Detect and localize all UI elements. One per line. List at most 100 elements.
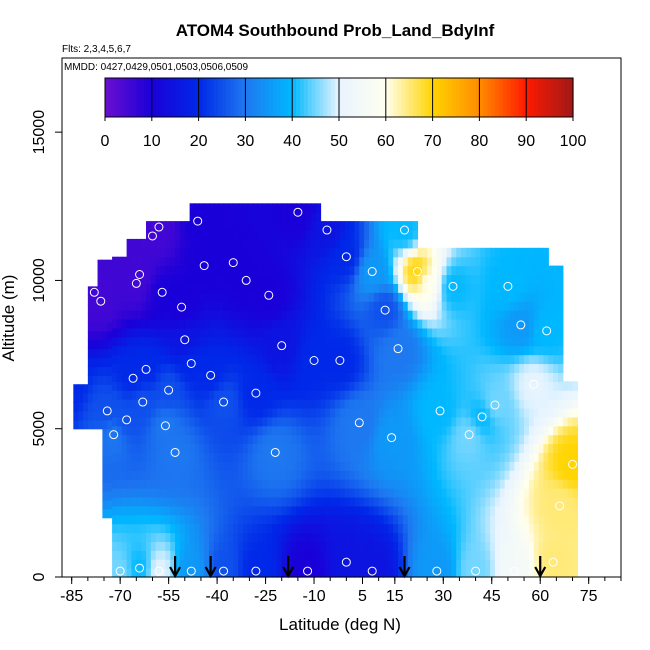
heatmap-cell [446, 265, 452, 276]
heatmap-cell [422, 256, 428, 267]
heatmap-cell [470, 265, 477, 276]
heatmap-cell [485, 292, 491, 302]
heatmap-cell [344, 523, 351, 534]
heatmap-cell [305, 318, 312, 329]
heatmap-cell [368, 301, 375, 311]
heatmap-cell [543, 568, 549, 578]
heatmap-cell [499, 247, 506, 258]
heatmap-cell [441, 310, 448, 320]
heatmap-cell [354, 568, 360, 578]
heatmap-cell [553, 523, 559, 534]
y-tick-label: 5000 [31, 411, 48, 447]
heatmap-cell [378, 336, 385, 347]
heatmap-cell [165, 292, 171, 302]
heatmap-cell [393, 496, 399, 507]
heatmap-cell [272, 461, 278, 471]
heatmap-cell [291, 256, 297, 267]
heatmap-cell [194, 283, 200, 293]
heatmap-cell [102, 286, 108, 296]
observation-point [516, 320, 526, 330]
heatmap-cell [543, 256, 549, 267]
heatmap-cell [524, 363, 530, 373]
heatmap-cell [470, 416, 477, 427]
heatmap-cell [97, 348, 103, 359]
heatmap-cell [548, 292, 554, 302]
heatmap-cell [509, 354, 515, 365]
heatmap-cell [247, 559, 254, 569]
heatmap-cell [441, 363, 448, 373]
heatmap-cell [155, 452, 162, 462]
heatmap-cell [102, 339, 108, 350]
heatmap-cell [189, 514, 196, 525]
heatmap-cell [175, 381, 181, 391]
heatmap-cell [427, 443, 433, 454]
heatmap-cell [325, 568, 331, 578]
heatmap-cell [126, 541, 133, 551]
heatmap-cell [184, 559, 191, 569]
heatmap-cell [107, 259, 113, 270]
colorbar-segment [456, 78, 461, 117]
heatmap-cell [504, 336, 511, 347]
heatmap-cell [330, 434, 336, 445]
heatmap-cell [150, 265, 157, 276]
heatmap-cell [97, 366, 103, 376]
heatmap-cell [315, 514, 322, 525]
heatmap-cell [155, 221, 162, 231]
heatmap-cell [281, 541, 288, 551]
heatmap-cell [485, 434, 491, 445]
heatmap-cell [543, 336, 549, 347]
heatmap-cell [184, 425, 191, 436]
observation-point [548, 557, 558, 567]
heatmap-cell [373, 327, 380, 338]
heatmap-cell [155, 514, 162, 525]
heatmap-cell [538, 425, 545, 436]
heatmap-cell [87, 357, 94, 368]
heatmap-cell [494, 354, 501, 365]
heatmap-cell [364, 390, 370, 400]
heatmap-cell [209, 514, 215, 525]
heatmap-cell [281, 523, 288, 534]
heatmap-cell [184, 381, 191, 391]
heatmap-cell [223, 203, 230, 213]
observation-point [309, 356, 319, 365]
heatmap-cell [335, 550, 341, 560]
heatmap-cell [456, 390, 462, 400]
heatmap-cell [286, 461, 293, 471]
heatmap-cell [305, 523, 312, 534]
heatmap-cell [107, 366, 113, 376]
heatmap-cell [291, 310, 297, 320]
heatmap-cell [485, 354, 491, 365]
colorbar-segment [311, 78, 317, 117]
heatmap-cell [494, 327, 501, 338]
heatmap-cell [446, 345, 452, 356]
heatmap-cell [310, 256, 317, 267]
heatmap-cell [92, 313, 99, 323]
heatmap-cell [87, 313, 94, 323]
heatmap-cell [286, 541, 293, 551]
heatmap-cell [557, 327, 564, 338]
heatmap-cell [485, 372, 491, 382]
heatmap-cell [398, 514, 404, 525]
heatmap-cell [330, 425, 336, 436]
heatmap-cell [528, 505, 535, 516]
heatmap-cell [470, 461, 477, 471]
heatmap-cell [247, 372, 254, 382]
heatmap-cell [276, 470, 283, 480]
heatmap-cell [330, 390, 336, 400]
heatmap-cell [228, 550, 234, 560]
heatmap-cell [155, 318, 162, 329]
heatmap-cell [490, 247, 496, 258]
heatmap-cell [179, 479, 186, 489]
heatmap-cell [509, 559, 515, 569]
heatmap-cell [291, 247, 297, 258]
heatmap-cell [412, 514, 419, 525]
heatmap-cell [398, 496, 404, 507]
heatmap-cell [252, 407, 259, 418]
heatmap-cell [315, 310, 322, 320]
heatmap-cell [407, 265, 414, 276]
colorbar-segment [557, 78, 562, 117]
heatmap-cell [97, 357, 103, 368]
heatmap-cell [194, 550, 200, 560]
heatmap-cell [412, 247, 419, 258]
heatmap-cell [383, 443, 389, 454]
